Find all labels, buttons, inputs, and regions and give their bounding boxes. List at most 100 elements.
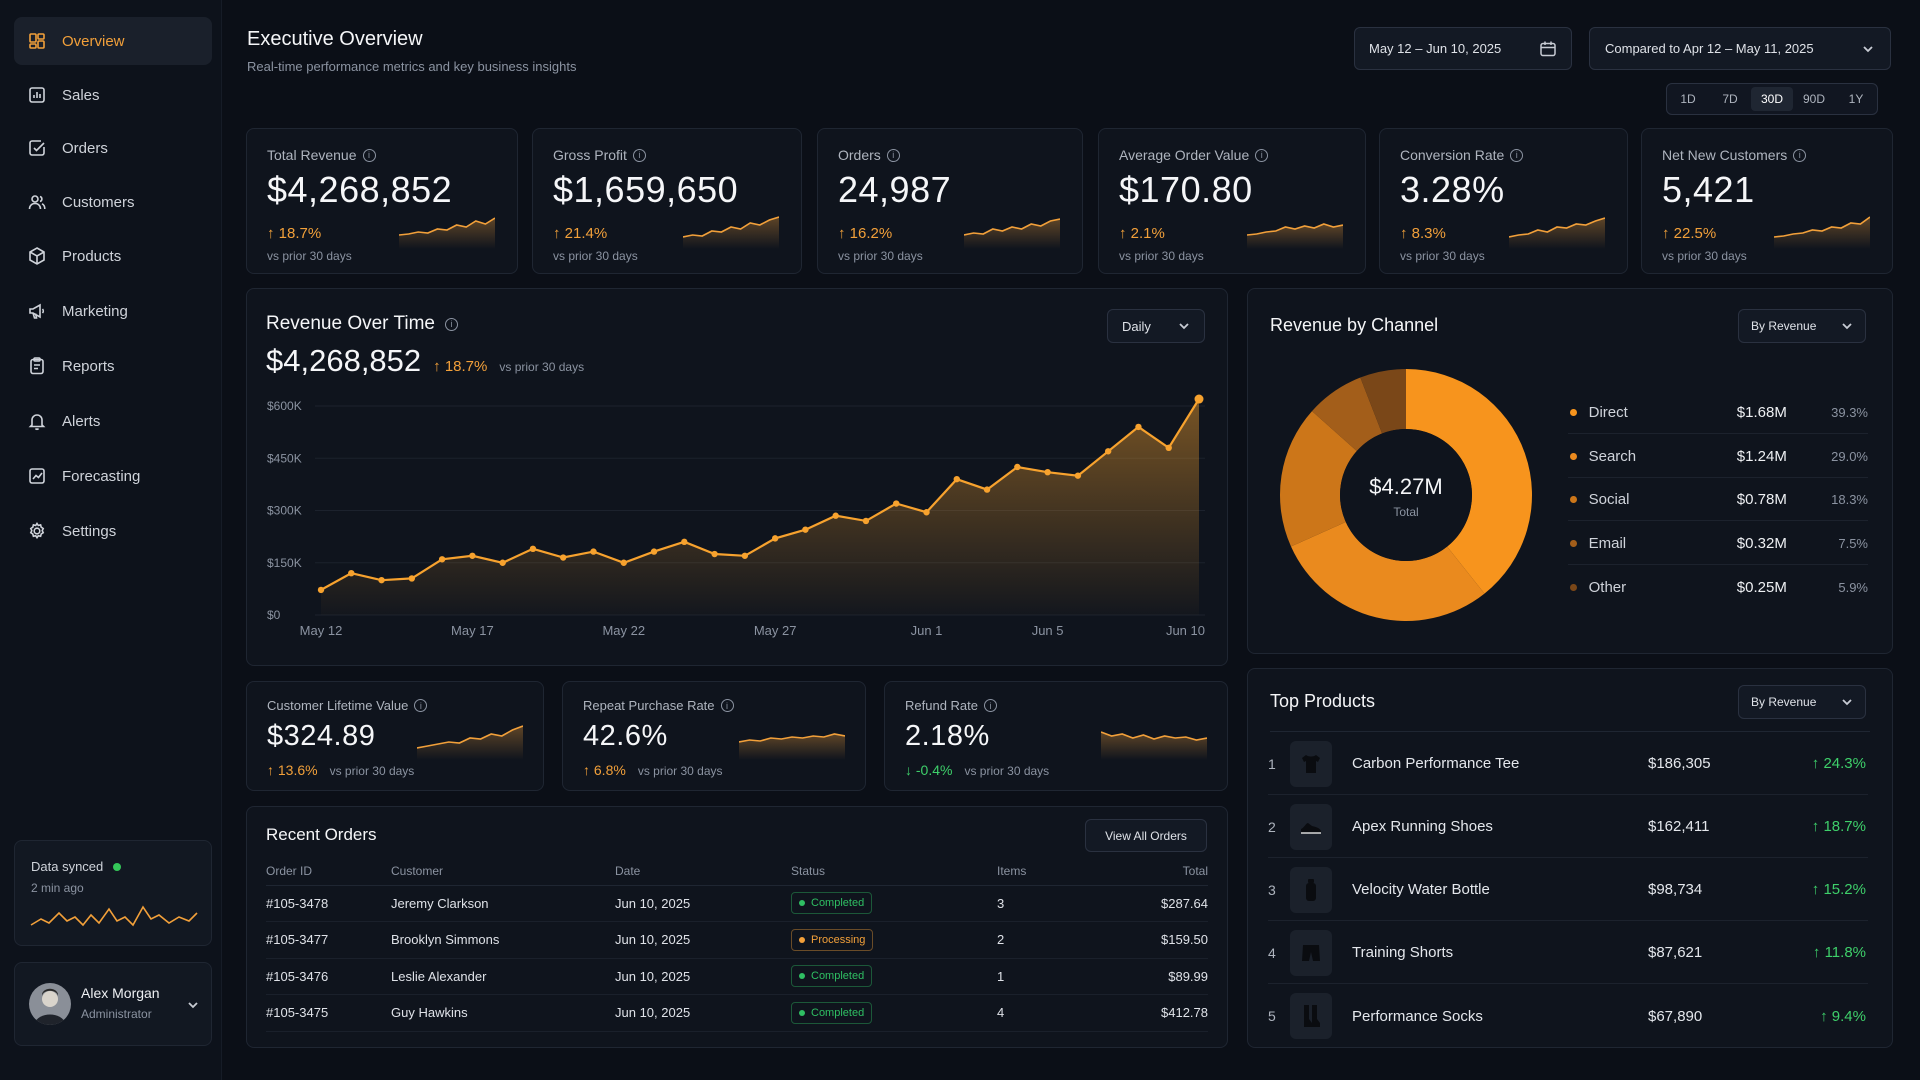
timeframe-7d[interactable]: 7D [1722, 92, 1738, 106]
date-range-picker[interactable]: May 12 – Jun 10, 2025 [1354, 27, 1572, 70]
sidebar-item-settings[interactable]: Settings [14, 507, 212, 555]
sidebar-item-overview[interactable]: Overview [14, 17, 212, 65]
data-point[interactable] [1014, 463, 1021, 471]
sidebar-item-orders[interactable]: Orders [14, 124, 212, 172]
legend-item-search[interactable]: Search $1.24M 29.0% [1568, 436, 1868, 478]
orders-table: Order ID Customer Date Status Items Total #10… [266, 857, 1208, 1032]
chevron-down-icon[interactable] [187, 999, 199, 1011]
products-sort-label: By Revenue [1751, 695, 1817, 709]
data-point[interactable] [620, 559, 627, 566]
data-point[interactable] [378, 576, 385, 584]
legend-item-other[interactable]: Other $0.25M 5.9% [1568, 566, 1868, 608]
data-point[interactable] [1044, 468, 1051, 476]
data-point[interactable] [560, 554, 567, 561]
data-point[interactable] [983, 486, 991, 493]
data-point[interactable] [529, 545, 537, 553]
data-point[interactable] [650, 548, 658, 555]
kpi-title: Gross Profit i [553, 147, 646, 163]
user-card[interactable]: Alex Morgan Administrator [14, 962, 212, 1046]
legend-value: $0.78M [1736, 491, 1787, 508]
data-point[interactable] [1194, 394, 1204, 404]
kpi-title-label: Net New Customers [1662, 147, 1788, 163]
sidebar-item-products[interactable]: Products [14, 232, 212, 280]
cell-id: #105-3477 [266, 921, 391, 959]
legend-item-email[interactable]: Email $0.32M 7.5% [1568, 523, 1868, 565]
kpi-sub: vs prior 30 days [1400, 249, 1485, 263]
top-products-list: 1 Carbon Performance Tee $186,305 ↑ 24.3% 2 A… [1248, 733, 1894, 1047]
view-all-orders-button[interactable]: View All Orders [1085, 819, 1207, 852]
arrow-down-icon: ↓ [905, 762, 916, 778]
data-point[interactable] [348, 570, 355, 577]
sidebar-item-customers[interactable]: Customers [14, 178, 212, 226]
legend-pct: 7.5% [1838, 535, 1868, 551]
status-dot [799, 900, 805, 907]
data-point[interactable] [1074, 472, 1082, 479]
donut-slice-search[interactable] [1291, 521, 1485, 621]
legend-item-social[interactable]: Social $0.78M 18.3% [1568, 479, 1868, 521]
timeframe-1d[interactable]: 1D [1680, 92, 1696, 106]
arrow-up-icon: ↑ [1662, 225, 1674, 242]
table-row[interactable]: #105-3476 Leslie Alexander Jun 10, 2025 Com… [266, 958, 1208, 995]
table-row[interactable]: #105-3475 Guy Hawkins Jun 10, 2025 Complete… [266, 994, 1208, 1032]
kpi-sub: vs prior 30 days [637, 764, 723, 778]
product-rank: 2 [1268, 818, 1276, 835]
data-point[interactable] [802, 526, 809, 533]
data-point[interactable] [681, 538, 688, 546]
status-dot [799, 1009, 805, 1016]
legend-item-direct[interactable]: Direct $1.68M 39.3% [1568, 392, 1868, 434]
table-row[interactable]: #105-3477 Brooklyn Simmons Jun 10, 2025 Pro… [266, 921, 1208, 959]
data-point[interactable] [862, 517, 870, 525]
data-point[interactable] [1165, 444, 1172, 451]
sidebar-item-alerts[interactable]: Alerts [14, 397, 212, 445]
data-point[interactable] [317, 586, 325, 594]
data-point[interactable] [1135, 423, 1142, 431]
data-point[interactable] [923, 509, 930, 516]
product-row[interactable]: 5 Performance Socks $67,890 ↑ 9.4% [1268, 985, 1868, 1047]
donut-slice-direct[interactable] [1406, 369, 1532, 594]
timeframe-90d[interactable]: 90D [1802, 92, 1825, 106]
product-row[interactable]: 2 Apex Running Shoes $162,411 ↑ 18.7% [1268, 796, 1868, 858]
data-point[interactable] [469, 552, 476, 559]
timeframe-1y[interactable]: 1Y [1848, 92, 1864, 106]
cell-id: #105-3476 [266, 958, 391, 995]
legend-pct: 5.9% [1838, 579, 1868, 595]
donut-slice-social[interactable] [1280, 411, 1357, 547]
user-role: Administrator [81, 1007, 152, 1021]
data-point[interactable] [832, 512, 839, 519]
channel-sort-dropdown[interactable]: By Revenue [1738, 309, 1866, 343]
data-point[interactable] [1104, 448, 1112, 455]
product-row[interactable]: 4 Training Shorts $87,621 ↑ 11.8% [1268, 922, 1868, 984]
donut-slice-other[interactable] [1360, 369, 1406, 434]
timeframe-30d[interactable]: 30D [1751, 87, 1793, 111]
data-point[interactable] [771, 535, 779, 542]
data-point[interactable] [893, 500, 900, 507]
data-point[interactable] [590, 548, 597, 555]
kpi-value: 42.6% [583, 720, 668, 752]
kpi-value: 5,421 [1662, 169, 1755, 210]
data-point[interactable] [711, 550, 718, 558]
product-row[interactable]: 3 Velocity Water Bottle $98,734 ↑ 15.2% [1268, 859, 1868, 921]
donut-slice-email[interactable] [1312, 377, 1383, 452]
arrow-up-icon: ↑ [267, 762, 278, 778]
data-point[interactable] [953, 475, 960, 483]
sidebar-item-sales[interactable]: Sales [14, 71, 212, 119]
sidebar-item-reports[interactable]: Reports [14, 342, 212, 390]
granularity-label: Daily [1122, 318, 1151, 334]
legend-pct: 29.0% [1831, 448, 1868, 464]
timeframe-selector: 1D 7D 30D 90D 1Y [1666, 83, 1878, 115]
legend-name: Email [1588, 534, 1627, 552]
calendar-icon [1540, 41, 1556, 57]
table-row[interactable]: #105-3478 Jeremy Clarkson Jun 10, 2025 Comp… [266, 885, 1208, 922]
data-point[interactable] [438, 556, 446, 563]
data-point[interactable] [499, 559, 506, 566]
data-point[interactable] [408, 575, 416, 582]
products-sort-dropdown[interactable]: By Revenue [1738, 685, 1866, 719]
kpi-sub: vs prior 30 days [838, 249, 923, 263]
revenue-chart-value: $4,268,852 [266, 343, 422, 378]
data-point[interactable] [741, 552, 749, 559]
granularity-dropdown[interactable]: Daily [1107, 309, 1205, 343]
sidebar-item-marketing[interactable]: Marketing [14, 287, 212, 335]
compare-dropdown[interactable]: Compared to Apr 12 – May 11, 2025 [1589, 27, 1891, 70]
product-row[interactable]: 1 Carbon Performance Tee $186,305 ↑ 24.3% [1268, 733, 1868, 795]
sidebar-item-forecasting[interactable]: Forecasting [14, 452, 212, 500]
